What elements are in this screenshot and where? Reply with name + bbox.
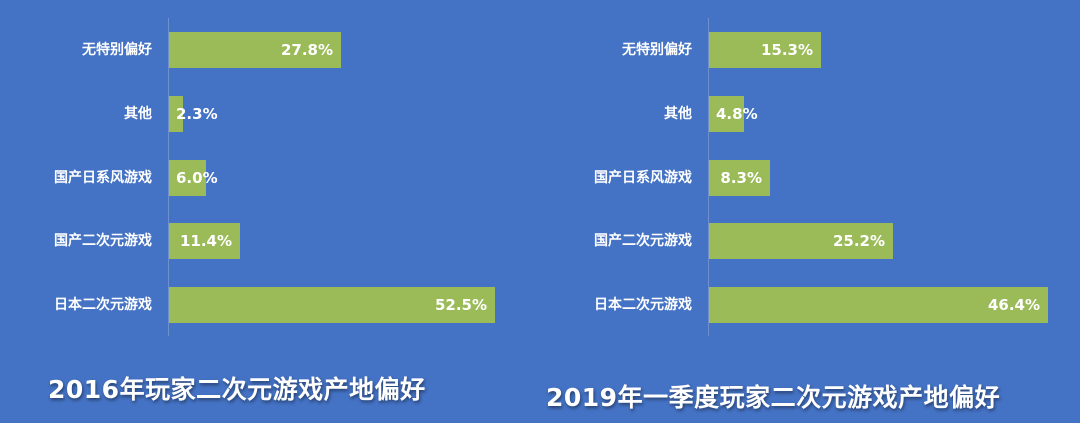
value-label: 52.5% — [434, 296, 487, 314]
category-label: 国产二次元游戏 — [594, 233, 692, 249]
category-label: 无特别偏好 — [622, 42, 692, 58]
category-label: 国产日系风游戏 — [594, 170, 692, 186]
category-label: 无特别偏好 — [82, 42, 152, 58]
value-label: 11.4% — [179, 232, 232, 250]
y-axis-line — [168, 18, 169, 336]
category-label: 国产二次元游戏 — [54, 233, 152, 249]
bar — [709, 160, 770, 196]
value-label: 15.3% — [760, 41, 813, 59]
bar — [169, 96, 183, 132]
bar — [709, 287, 1048, 323]
bar — [709, 223, 893, 259]
value-label: 2.3% — [176, 105, 218, 123]
category-label: 日本二次元游戏 — [54, 297, 152, 313]
category-label: 其他 — [124, 106, 152, 122]
category-label: 日本二次元游戏 — [594, 297, 692, 313]
category-label: 国产日系风游戏 — [54, 170, 152, 186]
bar — [169, 223, 240, 259]
bar — [169, 32, 341, 68]
bar — [169, 287, 495, 323]
chart-2019-q1: 2019年一季度玩家二次元游戏产地偏好 无特别偏好 15.3% 其他 4.8% 国产日系… — [540, 0, 1080, 423]
bar — [709, 32, 821, 68]
bar — [709, 96, 744, 132]
value-label: 4.8% — [716, 105, 758, 123]
y-axis-line — [708, 18, 709, 336]
value-label: 25.2% — [832, 232, 885, 250]
category-label: 其他 — [664, 106, 692, 122]
value-label: 8.3% — [720, 169, 762, 187]
value-label: 6.0% — [176, 169, 218, 187]
chart-title: 2019年一季度玩家二次元游戏产地偏好 — [546, 383, 1001, 412]
value-label: 27.8% — [280, 41, 333, 59]
bar — [169, 160, 206, 196]
chart-title: 2016年玩家二次元游戏产地偏好 — [48, 375, 426, 404]
chart-2016: 2016年玩家二次元游戏产地偏好 无特别偏好 27.8% 其他 2.3% 国产日系风游戏… — [48, 18, 495, 404]
value-label: 46.4% — [987, 296, 1040, 314]
